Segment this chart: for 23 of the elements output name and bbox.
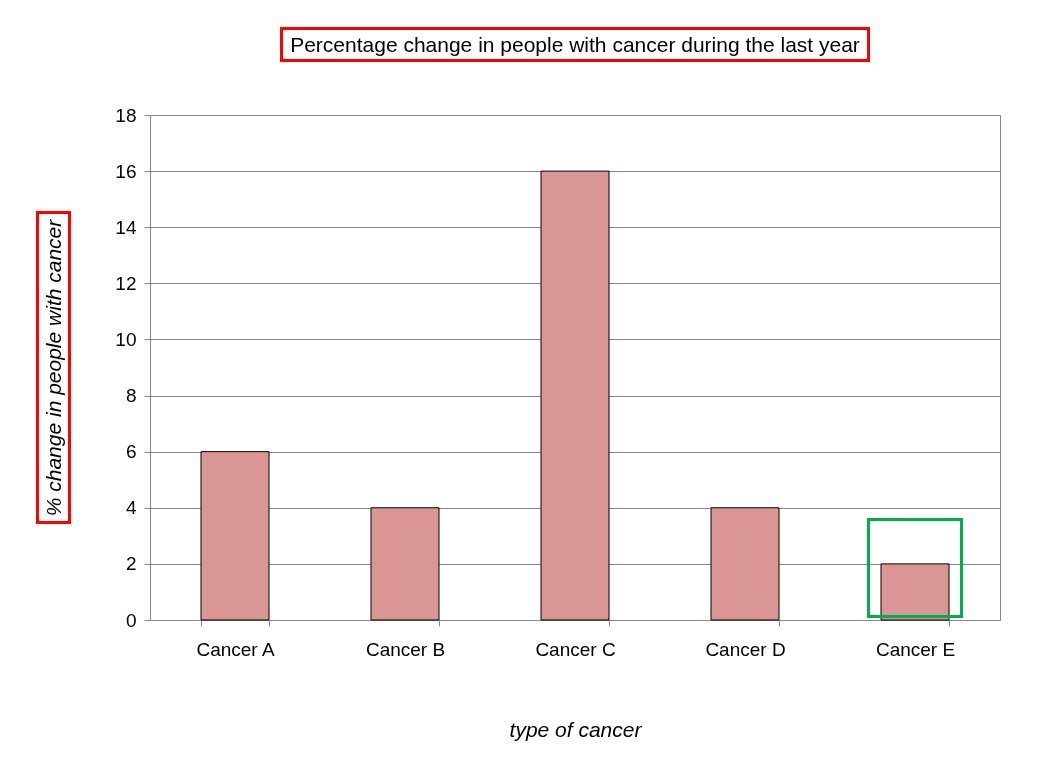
bar xyxy=(200,451,270,621)
y-tick-label: 0 xyxy=(125,609,137,631)
y-tick-label: 2 xyxy=(125,553,137,575)
x-tick-label: Cancer C xyxy=(535,638,616,660)
bar xyxy=(710,507,780,621)
x-axis-title: type of cancer xyxy=(509,717,643,741)
bar xyxy=(370,507,440,621)
y-tick-label: 6 xyxy=(125,441,137,463)
y-tick-label: 10 xyxy=(115,328,137,350)
y-axis-title: % change in people with cancer xyxy=(42,218,66,517)
y-tick-label: 4 xyxy=(125,497,137,519)
y-tick-label: 18 xyxy=(115,104,137,126)
y-tick-label: 16 xyxy=(115,160,137,182)
x-tick-label: Cancer E xyxy=(875,638,956,660)
x-tick-label: Cancer A xyxy=(196,638,275,660)
x-tick-label: Cancer B xyxy=(365,638,446,660)
x-tick-label: Cancer D xyxy=(705,638,786,660)
bar xyxy=(880,563,950,621)
bar xyxy=(540,170,610,621)
y-tick-label: 12 xyxy=(115,272,137,294)
y-tick-label: 8 xyxy=(125,385,137,407)
chart-title: Percentage change in people with cancer during the last year xyxy=(290,33,860,56)
y-tick-label: 14 xyxy=(115,216,137,238)
